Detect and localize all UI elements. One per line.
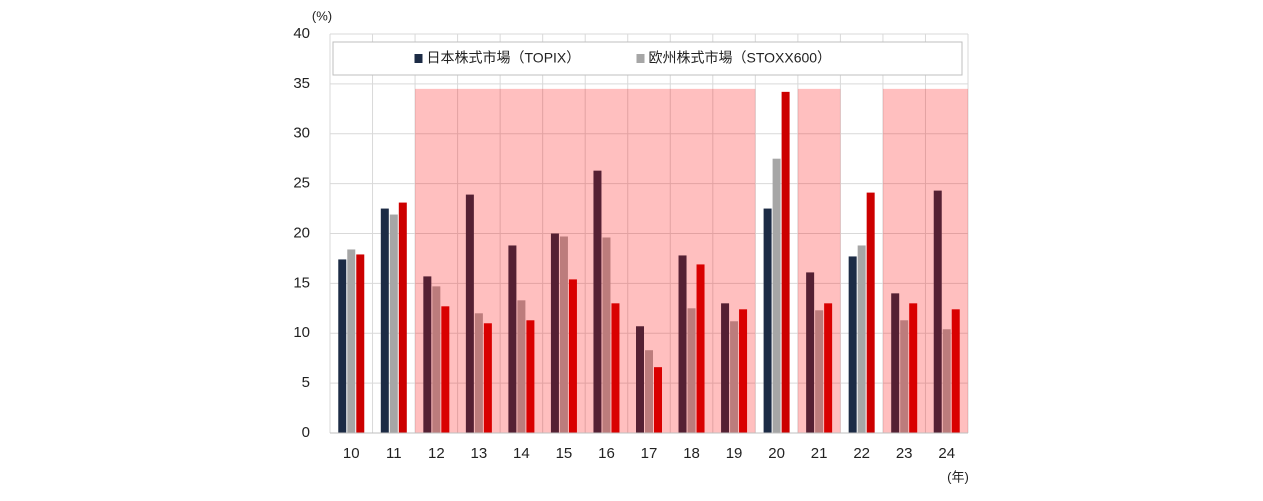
bar <box>900 320 909 433</box>
bar <box>526 320 535 433</box>
y-tick-label: 5 <box>302 374 310 391</box>
bar <box>781 91 790 433</box>
y-tick-label: 10 <box>293 324 310 341</box>
x-tick-label: 12 <box>428 445 445 462</box>
legend-label: 日本株式市場（TOPIX） <box>427 50 581 66</box>
bar <box>857 245 866 433</box>
bar <box>465 194 474 433</box>
bar <box>933 190 942 433</box>
bar <box>951 309 960 433</box>
x-tick-label: 23 <box>896 445 913 462</box>
x-tick-label: 20 <box>768 445 785 462</box>
bar <box>347 249 356 433</box>
x-tick-label: 24 <box>938 445 955 462</box>
bar <box>474 313 483 433</box>
x-tick-label: 11 <box>386 445 402 462</box>
x-unit: (年) <box>947 469 969 484</box>
y-tick-label: 30 <box>293 125 310 142</box>
bar <box>338 259 347 433</box>
bar <box>423 276 432 433</box>
bar <box>398 202 407 433</box>
bar <box>517 300 526 433</box>
bar <box>696 264 705 433</box>
bar <box>891 293 900 433</box>
x-tick-label: 10 <box>343 445 360 462</box>
bar <box>824 303 833 433</box>
bar <box>432 286 441 433</box>
bar <box>389 214 398 433</box>
shaded-region <box>797 88 841 434</box>
x-tick-label: 22 <box>853 445 870 462</box>
x-tick-label: 15 <box>556 445 573 462</box>
legend-box <box>332 41 963 76</box>
x-tick-label: 17 <box>641 445 658 462</box>
bar <box>866 192 875 433</box>
bar <box>441 306 450 433</box>
y-tick-label: 40 <box>293 25 310 42</box>
x-tick-label: 14 <box>513 445 530 462</box>
bar <box>678 255 687 433</box>
bar <box>356 254 365 433</box>
bar <box>942 329 951 433</box>
bar <box>721 303 730 433</box>
bar <box>593 170 602 433</box>
y-tick-label: 15 <box>293 274 310 291</box>
legend-marker <box>636 54 645 63</box>
x-tick-label: 13 <box>471 445 488 462</box>
bar <box>909 303 918 433</box>
bar <box>483 323 492 433</box>
y-tick-label: 0 <box>302 424 310 441</box>
bar <box>687 308 696 433</box>
x-tick-label: 18 <box>683 445 700 462</box>
bar <box>611 303 620 433</box>
bar <box>739 309 748 433</box>
x-tick-label: 16 <box>598 445 615 462</box>
y-tick-label: 35 <box>293 75 310 92</box>
bar <box>645 350 653 433</box>
y-unit: (%) <box>312 8 332 23</box>
bar <box>815 310 824 433</box>
bar <box>380 208 389 433</box>
bar <box>772 158 781 433</box>
bar <box>602 237 611 433</box>
x-tick-label: 19 <box>726 445 743 462</box>
bar <box>550 233 559 433</box>
bar <box>636 326 644 433</box>
bar <box>559 236 568 433</box>
legend-label: 欧州株式市場（STOXX600） <box>649 50 832 66</box>
y-tick-label: 25 <box>293 175 310 192</box>
legend-marker <box>414 54 423 63</box>
bar <box>654 367 662 433</box>
bar <box>848 256 857 433</box>
x-tick-label: 21 <box>811 445 828 462</box>
bar <box>730 321 739 433</box>
bar <box>568 279 577 433</box>
y-tick-label: 20 <box>293 224 310 241</box>
shaded-region <box>882 88 968 434</box>
shaded-region <box>415 88 756 434</box>
bar <box>508 245 517 433</box>
bar <box>806 272 815 433</box>
bar <box>763 208 772 433</box>
